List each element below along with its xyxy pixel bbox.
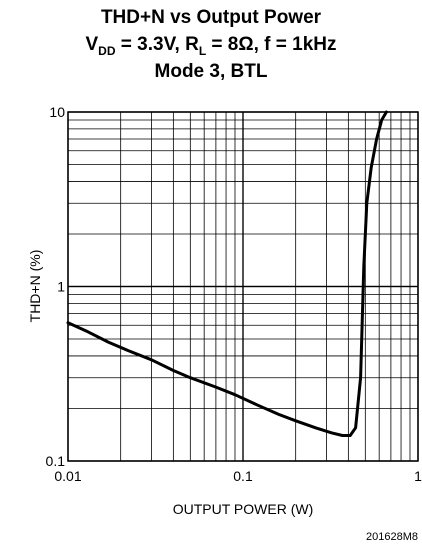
x-tick-labels: 0.01 0.1 1 [54,468,422,484]
thd-curve [66,110,388,437]
chart-title: THD+N vs Output Power [100,7,322,28]
figure-code: 201628M8 [366,531,418,543]
chart-grid [67,111,419,462]
y-tick-label: 10 [49,104,65,120]
plot-frame [67,111,419,462]
x-tick-label: 0.01 [54,468,81,484]
y-axis-label: THD+N (%) [27,250,43,323]
vdd-subscript: DD [98,44,116,58]
chart-conditions: VDD = 3.3V, RL = 8Ω, f = 1kHz [0,33,422,58]
vdd-symbol: V [85,34,99,55]
chart-mode: Mode 3, BTL [154,61,268,82]
vdd-value: = 3.3V, [115,34,186,55]
chart-series [66,110,388,437]
y-tick-labels: 0.1 1 10 [46,104,66,469]
x-axis-label: OUTPUT POWER (W) [173,501,314,517]
y-tick-label: 1 [57,279,65,295]
rl-value: = 8Ω, f = 1kHz [206,34,337,55]
x-tick-label: 1 [414,468,422,484]
x-tick-label: 0.1 [233,468,253,484]
rl-subscript: L [198,44,207,58]
y-tick-label: 0.1 [46,453,66,469]
rl-symbol: R [185,34,199,55]
